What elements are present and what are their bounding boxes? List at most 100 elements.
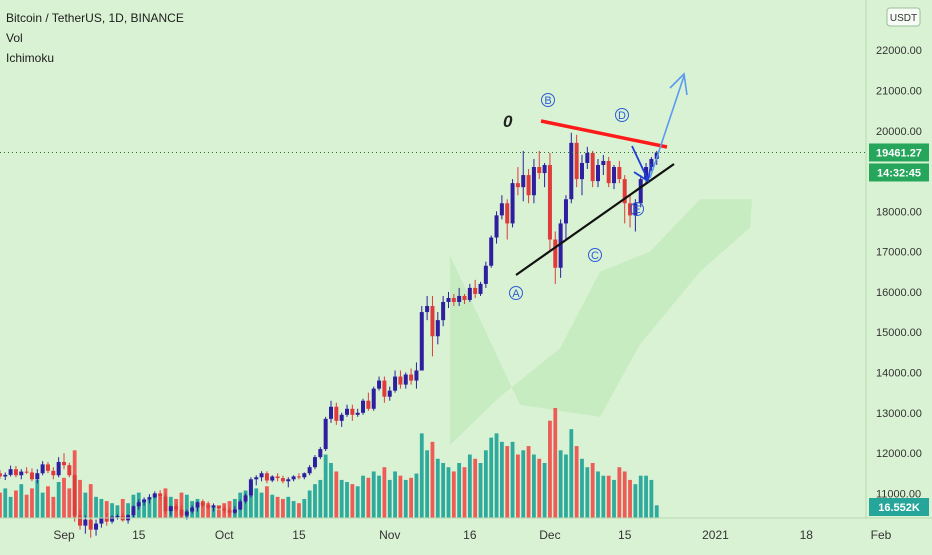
time-tick-label: 15 <box>618 528 632 542</box>
candle-body <box>94 523 99 530</box>
volume-bar <box>302 498 307 518</box>
support-trendline <box>515 163 675 276</box>
wave-label-text: D <box>618 110 626 122</box>
candle-body <box>478 283 483 294</box>
volume-bar <box>580 458 584 518</box>
volume-bar <box>644 475 648 518</box>
candle-body <box>371 388 376 409</box>
candle-body <box>51 470 56 476</box>
candle-body <box>291 476 296 480</box>
legend-vol[interactable]: Vol <box>6 31 23 45</box>
wave-circle-icon <box>541 93 555 107</box>
volume-bar <box>606 475 611 518</box>
legend-ichimoku[interactable]: Ichimoku <box>6 51 55 65</box>
time-tick-label: Dec <box>539 528 560 542</box>
resistance-trendline <box>540 119 668 149</box>
wave-label-text: B <box>544 95 551 107</box>
volume-bar <box>94 496 98 518</box>
volume-bar <box>574 446 579 518</box>
candle-body <box>489 237 494 266</box>
candle-body <box>0 473 2 477</box>
candles <box>0 132 659 538</box>
cloud-area <box>450 199 752 446</box>
candle-body <box>467 287 472 300</box>
candle-body <box>115 515 120 517</box>
candle-body <box>393 376 398 391</box>
volume-bar <box>115 505 120 518</box>
volume-bar <box>558 450 563 518</box>
candle-body <box>83 519 88 526</box>
candle-body <box>377 380 382 389</box>
volume-bar <box>649 479 654 518</box>
time-tick-label: 2021 <box>702 528 729 542</box>
candle-body <box>206 505 211 508</box>
volume-bar <box>270 494 275 518</box>
candle-body <box>334 406 339 421</box>
price-tick-label: 14000.00 <box>876 368 922 380</box>
wave-circle-icon <box>630 202 644 216</box>
candle-body <box>644 167 649 180</box>
volume-bar <box>24 494 29 518</box>
candle-body <box>211 505 216 508</box>
volume-bar <box>281 498 285 518</box>
volume-bar <box>297 503 301 518</box>
candle-body <box>329 406 333 419</box>
candle-body <box>45 464 50 471</box>
volume-bar <box>243 490 248 518</box>
candle-body <box>24 471 29 473</box>
candle-body <box>147 497 152 500</box>
volume-bar <box>254 488 259 518</box>
candle-body <box>622 179 627 204</box>
candle-body <box>136 502 141 507</box>
volume-bar <box>467 454 472 518</box>
candle-body <box>158 493 163 497</box>
volume-bar <box>462 467 467 518</box>
candle-body <box>275 476 280 479</box>
candle-body <box>29 472 34 480</box>
volume-bar <box>403 479 408 518</box>
volume-bar <box>387 479 392 518</box>
candle-body <box>366 400 371 409</box>
candle-body <box>569 142 574 200</box>
volume-bar <box>8 496 13 518</box>
volume-bar <box>601 475 606 518</box>
candle-body <box>473 287 478 294</box>
candle-body <box>579 162 584 180</box>
volume-bar <box>265 486 269 518</box>
candle-body <box>142 499 147 503</box>
volume-bar <box>184 494 189 518</box>
price-tick-label: 18000.00 <box>876 206 922 218</box>
candle-body <box>152 493 157 498</box>
candle-body <box>190 507 195 512</box>
wave-label-e: E <box>630 202 644 216</box>
volume-bar <box>446 467 451 518</box>
volume-bar <box>638 475 643 518</box>
volume-bar <box>596 471 600 518</box>
time-tick-label: Feb <box>871 528 892 542</box>
volume-bar <box>382 467 387 518</box>
volume-bar <box>56 482 61 518</box>
volume-bar <box>654 505 659 518</box>
volume-bar <box>200 501 205 518</box>
volume-bar <box>99 498 104 518</box>
volume-bar <box>430 441 435 518</box>
candle-body <box>307 467 312 474</box>
legend-symbol[interactable]: Bitcoin / TetherUS, 1D, BINANCE <box>6 11 184 25</box>
candle-body <box>88 519 93 530</box>
candle-body <box>174 506 179 510</box>
volume-bar <box>142 501 146 518</box>
candle-body <box>296 476 301 478</box>
volume-bar <box>78 479 82 518</box>
candle-body <box>419 312 424 371</box>
volume-bar <box>329 463 333 518</box>
time-tick-label: 15 <box>292 528 306 542</box>
candle-body <box>414 370 419 381</box>
volume-bar <box>152 494 157 518</box>
candle-body <box>216 505 221 509</box>
time-tick-label: 18 <box>800 528 814 542</box>
volume-bar <box>14 490 18 518</box>
candle-body <box>633 203 638 216</box>
wave-label-text: E <box>633 204 640 216</box>
candle-body <box>131 506 136 516</box>
countdown-text: 14:32:45 <box>877 167 921 179</box>
